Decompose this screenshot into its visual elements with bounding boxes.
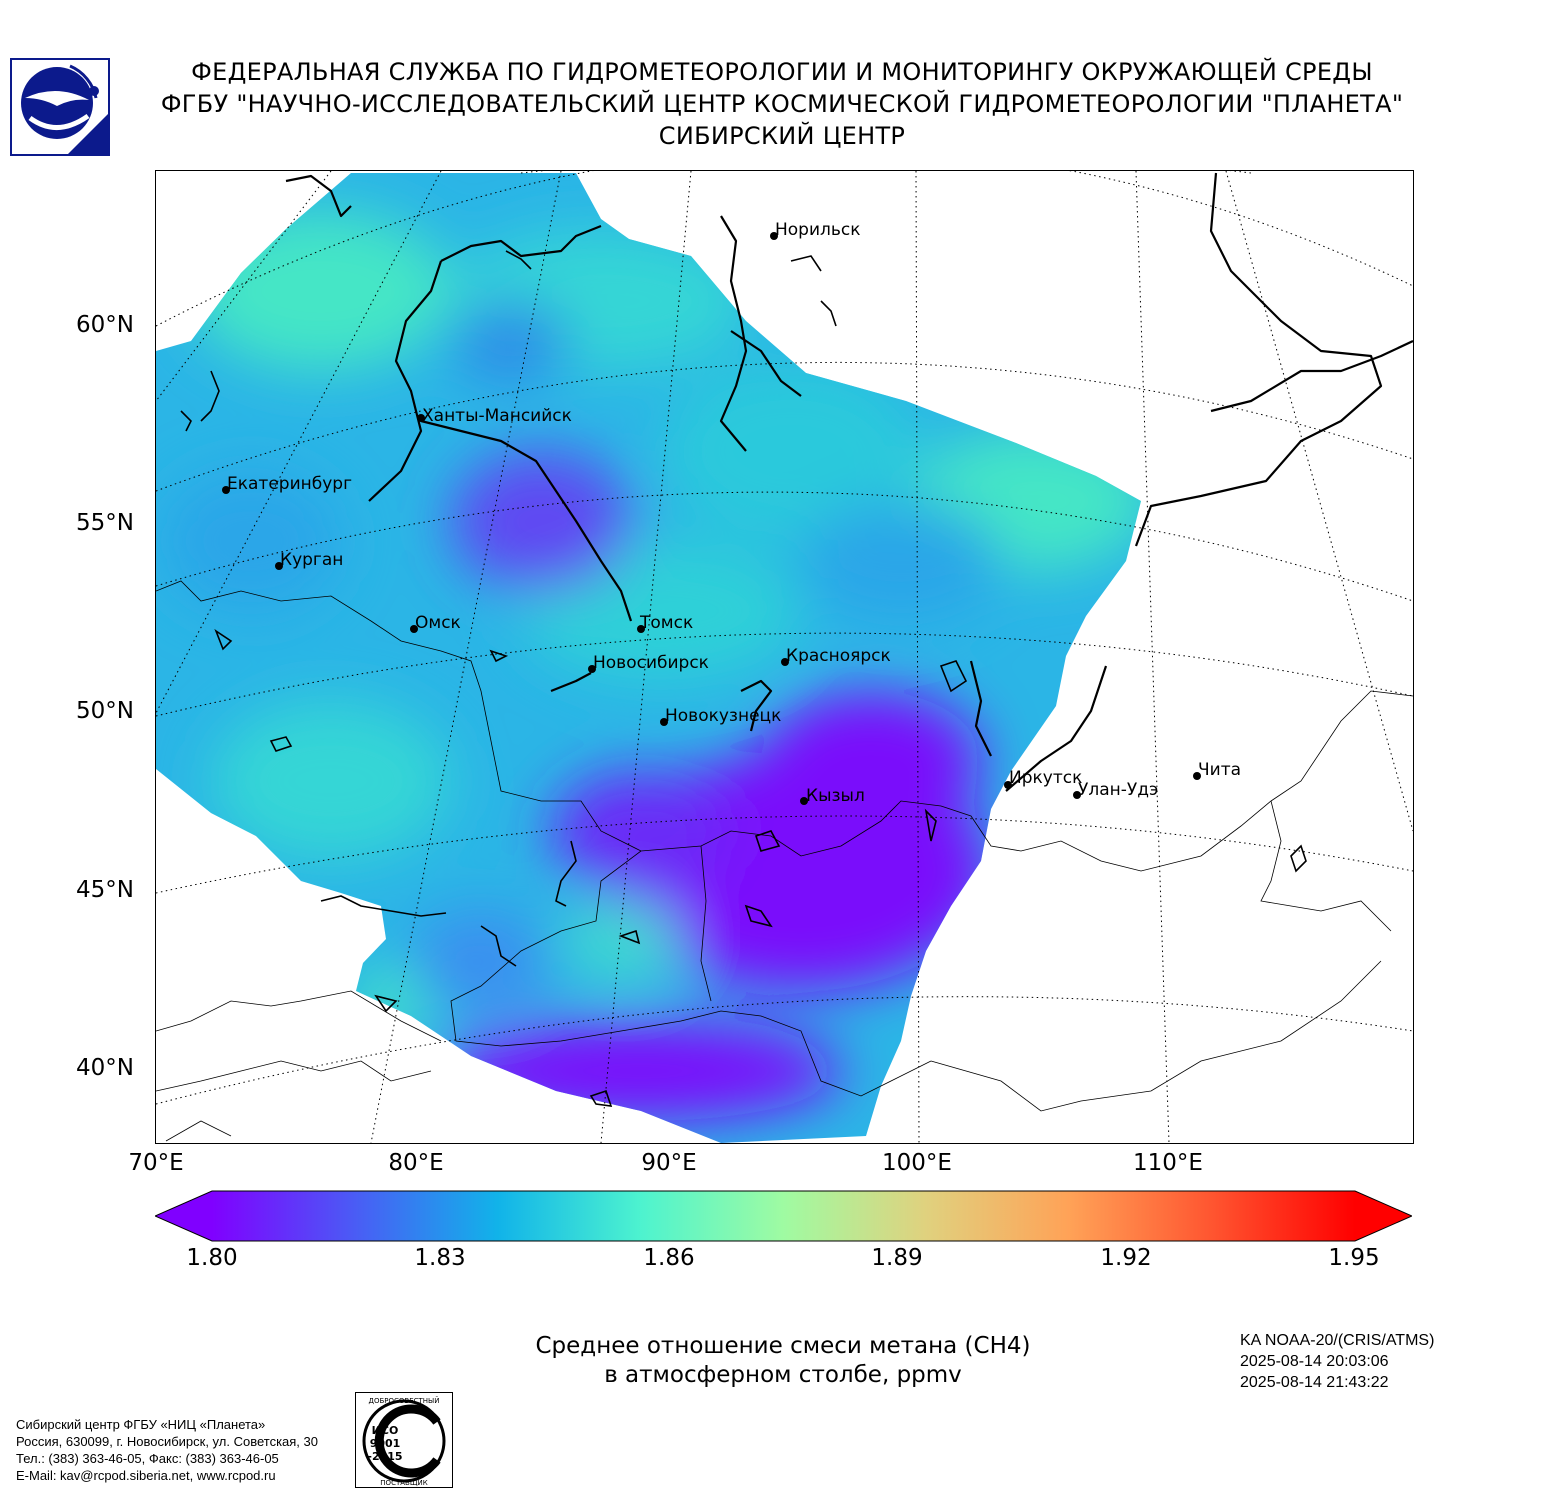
city-dot-khanty-mansiysk [417,414,425,422]
svg-text:9001: 9001 [370,1437,401,1450]
small-lakes [180,250,1307,1107]
city-dot-omsk [410,625,418,633]
lat-label: 45°N [76,877,134,903]
methane-field [156,173,1141,1143]
city-dot-kyzyl [800,797,808,805]
city-label: Новосибирск [593,653,709,673]
meridian-lines [156,171,1413,1143]
map-panel: Норильск Ханты-Мансийск Екатеринбург Кур… [155,170,1414,1144]
city-label: Курган [280,550,344,570]
colorbar-tick: 1.95 [1328,1245,1380,1271]
contact-line-1: Сибирский центр ФГБУ «НИЦ «Планета» [16,1417,266,1432]
colorbar [155,1190,1412,1242]
svg-text:ПОСТАВЩИК: ПОСТАВЩИК [380,1479,427,1487]
lon-label: 90°E [641,1150,697,1176]
city-markers [222,232,1201,805]
latitude-lines [156,171,1413,1105]
lon-label: 80°E [388,1150,444,1176]
header-line-3: СИБИРСКИЙ ЦЕНТР [658,122,906,150]
city-dot-novosibirsk [588,665,596,673]
lat-label: 40°N [76,1055,134,1081]
city-dot-ekaterinburg [222,486,230,494]
city-label: Екатеринбург [227,474,353,494]
time-start: 2025-08-14 20:03:06 [1240,1353,1389,1370]
city-label: Ханты-Мансийск [422,406,572,426]
colorbar-tick: 1.92 [1100,1245,1152,1271]
city-dot-tomsk [637,625,645,633]
city-label: Иркутск [1009,768,1083,788]
lat-label: 50°N [76,698,134,724]
city-dot-ulan-ude [1073,791,1081,799]
city-dot-krasnoyarsk [781,658,789,666]
city-label: Новокузнецк [665,706,782,726]
city-dot-chita [1193,772,1201,780]
city-label: Чита [1198,760,1242,780]
rivers [285,172,1413,792]
city-dot-norilsk [770,232,778,240]
caption-line-2: в атмосферном столбе, ppmv [604,1362,962,1388]
svg-text:-2015: -2015 [367,1450,402,1463]
planeta-logo [10,58,110,156]
lat-label: 60°N [76,312,134,338]
iso-stamp: ИСО 9001 -2015 ДОБРОСОВЕСТНЫЙ ПОСТАВЩИК [355,1392,453,1488]
city-dot-irkutsk [1004,781,1012,789]
colorbar-tick: 1.89 [871,1245,923,1271]
lat-label: 55°N [76,510,134,536]
contact-line-4: E-Mail: kav@rcpod.siberia.net, www.rcpod… [16,1468,276,1483]
city-label: Томск [640,613,694,633]
colorbar-tick: 1.86 [643,1245,695,1271]
city-label: Красноярск [786,646,891,666]
svg-text:ДОБРОСОВЕСТНЫЙ: ДОБРОСОВЕСТНЫЙ [369,1396,440,1405]
svg-text:ИСО: ИСО [372,1424,399,1437]
header-line-2: ФГБУ "НАУЧНО-ИССЛЕДОВАТЕЛЬСКИЙ ЦЕНТР КОС… [160,90,1404,118]
header-line-1: ФЕДЕРАЛЬНАЯ СЛУЖБА ПО ГИДРОМЕТЕОРОЛОГИИ … [191,58,1373,86]
contact-line-3: Тел.: (383) 363-46-05, Факс: (383) 363-4… [16,1451,279,1466]
time-end: 2025-08-14 21:43:22 [1240,1374,1389,1391]
lon-label: 110°E [1133,1150,1203,1176]
lon-label: 100°E [882,1150,952,1176]
contact-line-2: Россия, 630099, г. Новосибирск, ул. Сове… [16,1434,318,1449]
city-label: Норильск [775,220,861,240]
colorbar-tick: 1.83 [414,1245,466,1271]
map-canvas [156,171,1413,1143]
city-dot-novokuznetsk [660,718,668,726]
city-label: Кызыл [806,786,865,806]
city-dot-kurgan [275,562,283,570]
lon-label: 70°E [128,1150,184,1176]
satellite-name: KA NOAA-20/(CRIS/ATMS) [1240,1332,1435,1349]
colorbar-tick: 1.80 [186,1245,238,1271]
borders [156,580,1413,1142]
city-label: Омск [415,613,461,633]
caption-line-1: Среднее отношение смеси метана (CH4) [535,1333,1031,1359]
city-label: Улан-Удэ [1078,780,1159,800]
